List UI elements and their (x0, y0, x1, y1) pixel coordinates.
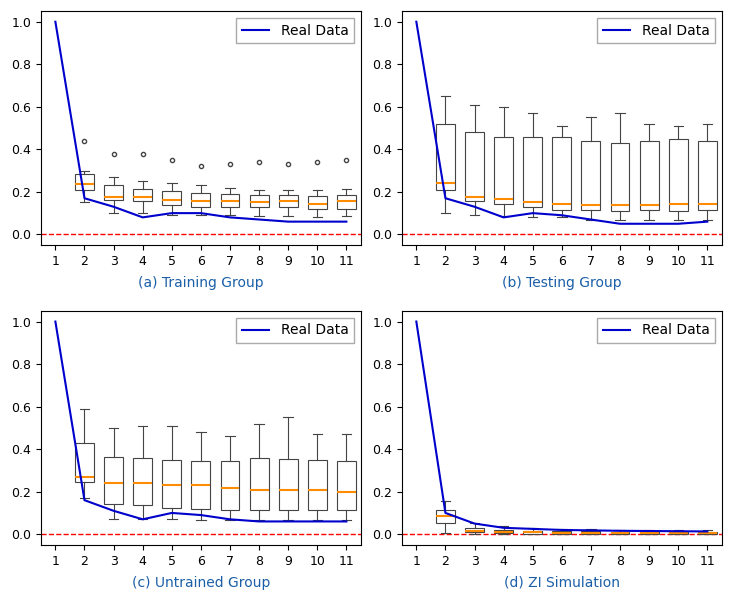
PathPatch shape (162, 191, 181, 204)
PathPatch shape (698, 141, 717, 210)
PathPatch shape (337, 195, 356, 209)
PathPatch shape (523, 531, 542, 534)
PathPatch shape (133, 457, 152, 505)
Legend: Real Data: Real Data (597, 18, 715, 43)
PathPatch shape (104, 186, 123, 200)
PathPatch shape (308, 460, 327, 510)
PathPatch shape (308, 196, 327, 209)
PathPatch shape (611, 532, 630, 534)
PathPatch shape (553, 136, 571, 210)
PathPatch shape (337, 461, 356, 510)
PathPatch shape (75, 174, 94, 190)
PathPatch shape (640, 532, 658, 534)
X-axis label: (a) Training Group: (a) Training Group (138, 276, 264, 290)
X-axis label: (c) Untrained Group: (c) Untrained Group (132, 576, 270, 590)
PathPatch shape (640, 141, 658, 210)
PathPatch shape (436, 124, 455, 190)
PathPatch shape (191, 193, 210, 207)
PathPatch shape (162, 460, 181, 508)
X-axis label: (b) Testing Group: (b) Testing Group (502, 276, 622, 290)
PathPatch shape (668, 139, 688, 211)
Legend: Real Data: Real Data (597, 318, 715, 343)
Legend: Real Data: Real Data (236, 18, 354, 43)
PathPatch shape (250, 195, 268, 207)
PathPatch shape (221, 461, 240, 510)
PathPatch shape (133, 189, 152, 201)
PathPatch shape (279, 459, 298, 510)
PathPatch shape (465, 528, 484, 532)
PathPatch shape (698, 532, 717, 534)
PathPatch shape (221, 194, 240, 207)
Legend: Real Data: Real Data (236, 318, 354, 343)
PathPatch shape (494, 136, 513, 204)
PathPatch shape (668, 532, 688, 534)
PathPatch shape (465, 132, 484, 201)
PathPatch shape (494, 530, 513, 533)
PathPatch shape (75, 443, 94, 482)
PathPatch shape (191, 461, 210, 508)
PathPatch shape (581, 531, 600, 534)
PathPatch shape (436, 510, 455, 522)
PathPatch shape (250, 457, 268, 510)
PathPatch shape (523, 136, 542, 207)
PathPatch shape (611, 143, 630, 211)
PathPatch shape (553, 531, 571, 534)
X-axis label: (d) ZI Simulation: (d) ZI Simulation (504, 576, 620, 590)
PathPatch shape (279, 195, 298, 207)
PathPatch shape (581, 141, 600, 210)
PathPatch shape (104, 457, 123, 504)
